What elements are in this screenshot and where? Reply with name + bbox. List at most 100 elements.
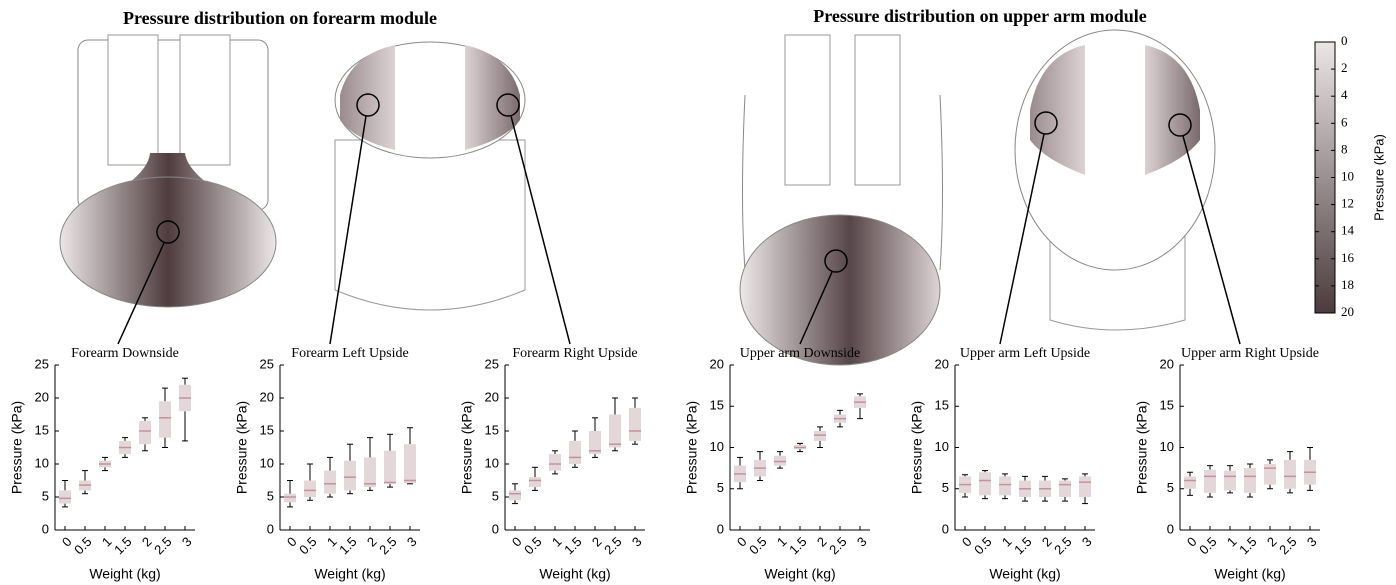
y-tick-label: 10: [710, 439, 724, 454]
y-axis-label: Pressure (kPa): [459, 401, 475, 494]
x-tick-label: 2.5: [151, 534, 174, 557]
box: [589, 431, 601, 455]
x-tick-label: 1.5: [336, 534, 359, 557]
forearm-drawing-1: [59, 34, 277, 345]
y-tick-label: 20: [35, 389, 49, 404]
chart-title: Forearm Left Upside: [291, 346, 408, 361]
x-axis-label: Weight (kg): [539, 566, 610, 582]
x-tick-label: 0.5: [971, 534, 994, 557]
chart-title: Forearm Right Upside: [512, 346, 637, 361]
x-tick-label: 0.5: [1196, 534, 1219, 557]
y-tick-label: 25: [485, 356, 499, 371]
box: [404, 444, 416, 484]
heading: Pressure distribution on upper arm modul…: [813, 6, 1147, 26]
y-axis-label: Pressure (kPa): [909, 401, 925, 494]
x-tick-label: 0.5: [296, 534, 319, 557]
x-tick-label: 3: [1079, 534, 1095, 550]
box: [1224, 470, 1236, 491]
y-tick-label: 0: [42, 521, 49, 536]
x-tick-label: 0.5: [521, 534, 544, 557]
colorbar-tick-label: 0: [1341, 33, 1348, 48]
box: [979, 472, 991, 496]
y-tick-label: 5: [717, 480, 724, 495]
colorbar-tick-label: 20: [1341, 304, 1354, 319]
y-tick-label: 10: [1160, 439, 1174, 454]
colorbar-tick-label: 18: [1341, 277, 1354, 292]
box: [549, 454, 561, 471]
y-tick-label: 0: [1167, 521, 1174, 536]
box: [774, 455, 786, 466]
chart-title: Upper arm Downside: [740, 346, 861, 361]
y-tick-label: 5: [267, 488, 274, 503]
box: [509, 490, 521, 501]
y-tick-label: 15: [35, 422, 49, 437]
colorbar-tick-label: 12: [1341, 196, 1354, 211]
colorbar-tick-label: 6: [1341, 114, 1348, 129]
y-tick-label: 15: [935, 398, 949, 413]
chart-title: Upper arm Right Upside: [1181, 346, 1319, 361]
x-tick-label: 2.5: [376, 534, 399, 557]
box: [304, 480, 316, 497]
box: [1184, 476, 1196, 489]
x-tick-label: 1.5: [561, 534, 584, 557]
x-axis-label: Weight (kg): [314, 566, 385, 582]
box: [364, 457, 376, 488]
x-axis-label: Weight (kg): [89, 566, 160, 582]
colorbar-tick-label: 8: [1341, 141, 1348, 156]
box: [629, 407, 641, 441]
box: [1059, 480, 1071, 497]
box: [159, 401, 171, 438]
x-axis-label: Weight (kg): [1214, 566, 1285, 582]
box: [1244, 468, 1256, 493]
y-tick-label: 15: [1160, 398, 1174, 413]
y-tick-label: 5: [942, 480, 949, 495]
x-tick-label: 3: [854, 534, 870, 550]
y-tick-label: 25: [35, 356, 49, 371]
x-tick-label: 3: [179, 534, 195, 550]
x-tick-label: 2.5: [601, 534, 624, 557]
y-tick-label: 20: [260, 389, 274, 404]
y-tick-label: 10: [260, 455, 274, 470]
chart-title: Forearm Downside: [71, 346, 179, 361]
y-tick-label: 0: [717, 521, 724, 536]
box: [569, 440, 581, 464]
y-tick-label: 20: [935, 356, 949, 371]
upper-arm-drawing-2: [999, 29, 1241, 345]
box: [814, 431, 826, 441]
x-tick-label: 2.5: [1051, 534, 1074, 557]
box: [1079, 476, 1091, 497]
x-tick-label: 2.5: [826, 534, 849, 557]
colorbar-tick-label: 14: [1341, 223, 1355, 238]
colorbar-label: Pressure (kPa): [1371, 134, 1386, 221]
x-tick-label: 3: [404, 534, 420, 550]
box: [324, 470, 336, 494]
x-tick-label: 1.5: [1236, 534, 1259, 557]
y-tick-label: 10: [35, 455, 49, 470]
x-axis-label: Weight (kg): [764, 566, 835, 582]
upper-arm-drawing-1: [739, 34, 943, 366]
box: [59, 490, 71, 504]
box: [344, 460, 356, 491]
y-tick-label: 15: [485, 422, 499, 437]
x-tick-label: 0.5: [71, 534, 94, 557]
colorbar-tick-label: 2: [1341, 60, 1348, 75]
y-tick-label: 5: [492, 488, 499, 503]
y-tick-label: 20: [485, 389, 499, 404]
heading: Pressure distribution on forearm module: [123, 8, 437, 28]
forearm-drawing-2: [329, 41, 571, 345]
y-axis-label: Pressure (kPa): [684, 401, 700, 494]
y-tick-label: 20: [710, 356, 724, 371]
y-tick-label: 15: [710, 398, 724, 413]
box: [529, 477, 541, 488]
box: [1204, 469, 1216, 493]
y-tick-label: 0: [492, 521, 499, 536]
y-axis-label: Pressure (kPa): [234, 401, 250, 494]
x-tick-label: 1.5: [786, 534, 809, 557]
x-axis-label: Weight (kg): [989, 566, 1060, 582]
colorbar-tick-label: 4: [1341, 87, 1348, 102]
y-tick-label: 5: [1167, 480, 1174, 495]
box: [384, 450, 396, 484]
x-tick-label: 0.5: [746, 534, 769, 557]
y-tick-label: 10: [935, 439, 949, 454]
